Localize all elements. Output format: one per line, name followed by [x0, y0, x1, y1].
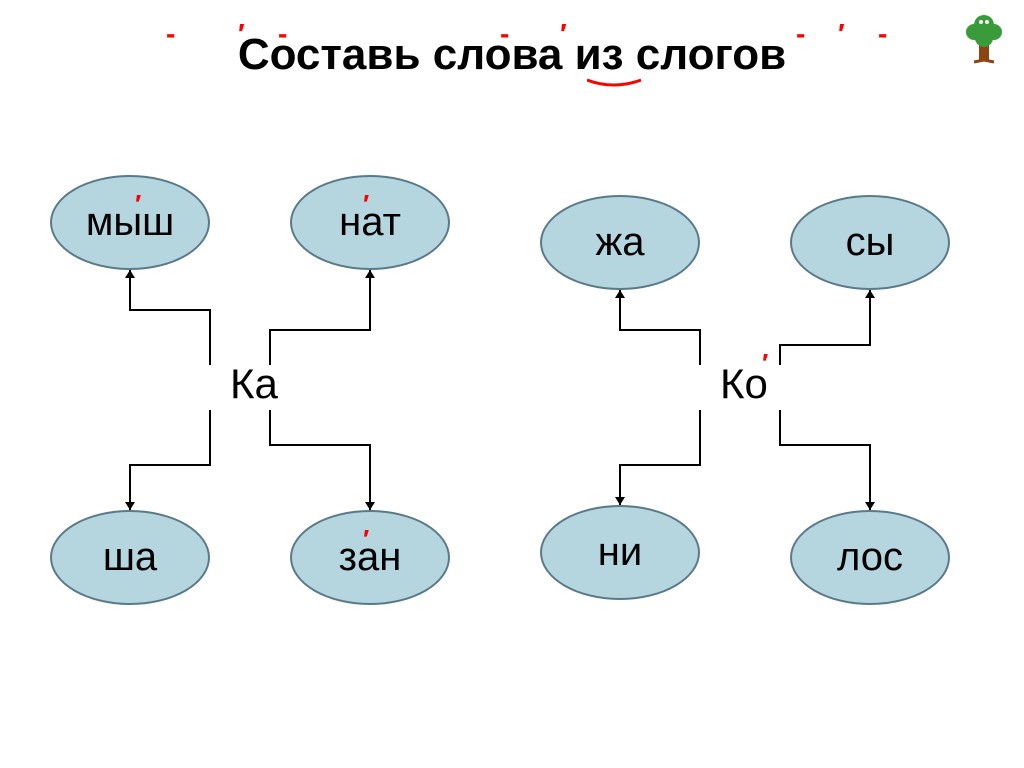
- bubble-label: лос: [837, 535, 903, 580]
- page-title: Составь слова из слогов: [238, 30, 786, 80]
- title-mark-4: -: [500, 18, 509, 50]
- bubble-label: зан: [339, 535, 402, 580]
- bubble-мыш: мыш: [50, 175, 210, 270]
- bubble-label: ни: [598, 530, 642, 575]
- bubble-label: ша: [103, 535, 157, 580]
- corner-icon: [959, 10, 1009, 70]
- accent-зан: ′: [363, 524, 369, 555]
- center-Ко: Ко: [720, 360, 768, 408]
- bubble-label: мыш: [86, 200, 174, 245]
- bubble-зан: зан: [290, 510, 450, 605]
- bubble-ни: ни: [540, 505, 700, 600]
- bubble-label: сы: [846, 220, 895, 265]
- bubble-нат: нат: [290, 175, 450, 270]
- title-mark-7: ′: [838, 18, 845, 50]
- title-mark-8: -: [878, 18, 887, 50]
- bubble-жа: жа: [540, 195, 700, 290]
- bubble-label: нат: [339, 200, 401, 245]
- bubble-ша: ша: [50, 510, 210, 605]
- title-mark-1: -: [166, 18, 175, 50]
- title-mark-6: -: [796, 18, 805, 50]
- center-Ка: Ка: [230, 360, 278, 408]
- bubble-лос: лос: [790, 510, 950, 605]
- title-mark-5: ′: [560, 18, 567, 50]
- accent-Ко: ′: [762, 348, 768, 379]
- bubble-label: жа: [595, 220, 644, 265]
- title-mark-3: -: [278, 18, 287, 50]
- accent-мыш: ′: [135, 189, 141, 220]
- accent-нат: ′: [363, 189, 369, 220]
- bubble-сы: сы: [790, 195, 950, 290]
- title-mark-2: ′: [238, 18, 245, 50]
